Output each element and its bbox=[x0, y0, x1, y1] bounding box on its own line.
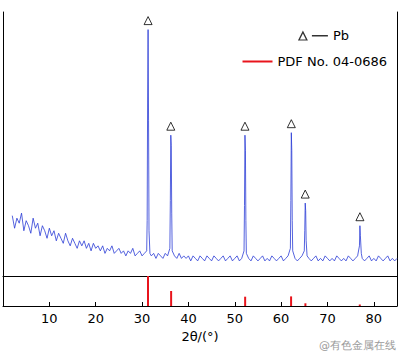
svg-text:60: 60 bbox=[273, 311, 290, 326]
svg-text:10: 10 bbox=[41, 311, 58, 326]
svg-text:PDF No. 04-0686: PDF No. 04-0686 bbox=[278, 54, 388, 69]
svg-text:50: 50 bbox=[226, 311, 243, 326]
svg-text:@有色金属在线: @有色金属在线 bbox=[319, 339, 396, 352]
svg-text:2θ/(°): 2θ/(°) bbox=[181, 329, 218, 344]
svg-text:80: 80 bbox=[366, 311, 383, 326]
svg-text:20: 20 bbox=[87, 311, 104, 326]
svg-text:30: 30 bbox=[134, 311, 151, 326]
svg-text:Pb: Pb bbox=[333, 28, 349, 43]
svg-text:40: 40 bbox=[180, 311, 197, 326]
svg-text:70: 70 bbox=[319, 311, 336, 326]
